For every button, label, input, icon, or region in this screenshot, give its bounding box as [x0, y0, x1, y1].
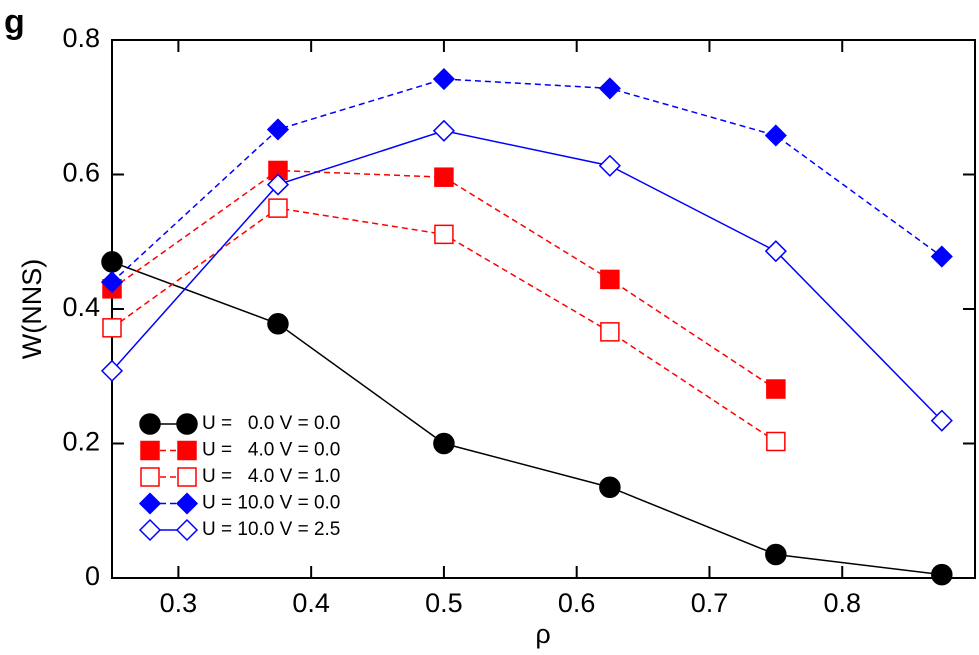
series-line: [111, 78, 943, 283]
legend-marker: [176, 413, 198, 435]
y-tick-label: 0: [85, 561, 100, 591]
point: [100, 359, 124, 382]
point: [100, 271, 124, 294]
legend-marker: [177, 440, 197, 461]
legend-label: U = 0.0 V = 0.0: [202, 413, 340, 434]
point: [766, 379, 786, 399]
y-tick-label: 0.6: [62, 158, 100, 188]
x-tick-label: 0.5: [425, 588, 463, 618]
point: [764, 240, 787, 263]
y-tick-label: 0.2: [62, 427, 100, 457]
x-tick-label: 0.8: [823, 588, 861, 618]
point: [599, 476, 621, 498]
point: [931, 563, 953, 586]
series-line: [111, 261, 942, 576]
legend-label: U = 4.0 V = 1.0: [202, 466, 340, 487]
legend-label: U = 10.0 V = 2.5: [202, 519, 340, 540]
x-tick-label: 0.3: [160, 588, 198, 618]
x-tick-label: 0.7: [691, 588, 729, 618]
point: [434, 224, 454, 245]
point: [432, 119, 455, 142]
legend-label: U = 10.0 V = 0.0: [202, 493, 340, 514]
point: [267, 313, 289, 335]
legend-label: U = 4.0 V = 0.0: [202, 440, 340, 461]
point: [930, 409, 953, 432]
point: [101, 251, 123, 273]
legend-marker: [175, 518, 199, 542]
y-tick-label: 0.4: [62, 292, 100, 322]
legend-marker: [140, 467, 160, 487]
point: [600, 322, 620, 342]
point: [266, 118, 290, 141]
legend-marker: [175, 492, 199, 515]
point: [598, 154, 621, 177]
legend-marker: [139, 413, 161, 435]
x-axis-label: ρ: [535, 619, 550, 649]
point: [432, 67, 455, 91]
point: [598, 77, 621, 100]
x-tick-label: 0.4: [292, 588, 330, 618]
x-tick-label: 0.6: [558, 588, 596, 618]
y-axis-label: W(NNS): [17, 259, 47, 359]
point: [268, 198, 288, 218]
legend-marker: [138, 492, 162, 515]
point: [764, 124, 787, 147]
panel-label: g: [4, 3, 25, 41]
point: [600, 269, 620, 290]
series-line: [111, 169, 777, 390]
legend-marker: [140, 440, 160, 461]
point: [266, 173, 290, 196]
point: [102, 318, 122, 338]
point: [765, 543, 787, 566]
point: [766, 431, 786, 452]
legend-marker: [177, 467, 197, 487]
y-tick-label: 0.8: [62, 23, 100, 53]
legend-marker: [138, 518, 162, 542]
point: [434, 167, 454, 187]
series-line: [111, 130, 943, 422]
point: [930, 245, 953, 268]
point: [433, 432, 455, 455]
